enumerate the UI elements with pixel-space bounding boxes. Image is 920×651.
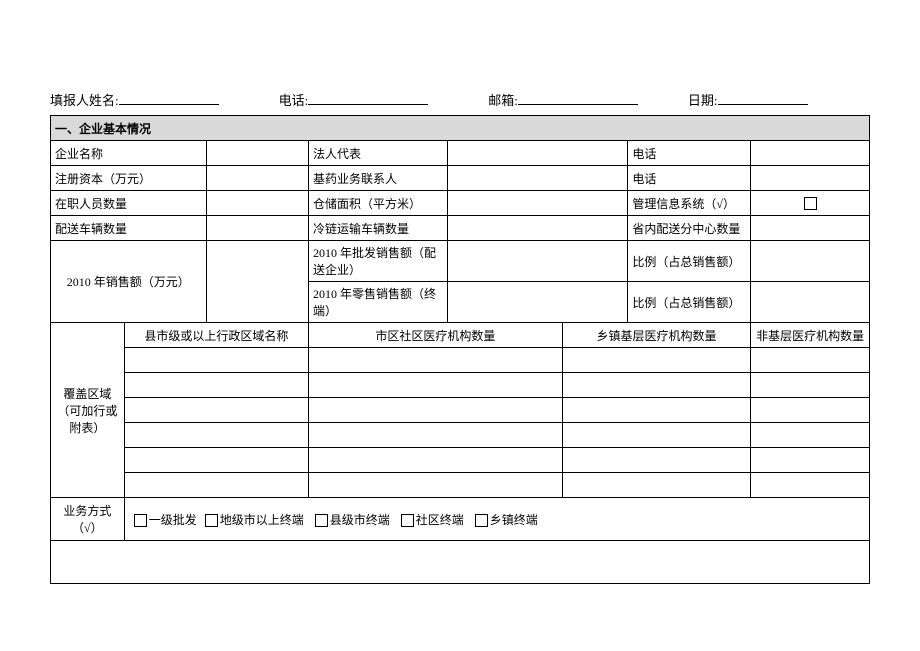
date-field[interactable]: [718, 90, 808, 105]
table-row: [51, 373, 870, 398]
checkbox-icon[interactable]: [401, 514, 414, 527]
enterprise-info-table: 一、企业基本情况 企业名称 法人代表 电话 注册资本（万元） 基药业务联系人 电…: [50, 115, 870, 584]
opt4: 社区终端: [416, 513, 464, 527]
field-legal-rep[interactable]: [448, 141, 628, 166]
label-business: 业务方式（√）: [51, 498, 125, 541]
label-centers: 省内配送分中心数量: [628, 216, 751, 241]
label-sales: 2010 年销售额（万元）: [51, 241, 207, 323]
field-vehicles[interactable]: [206, 216, 308, 241]
label-legal-rep: 法人代表: [308, 141, 447, 166]
label-mis: 管理信息系统（√）: [628, 191, 751, 216]
email-field[interactable]: [518, 90, 638, 105]
field-retail[interactable]: [448, 282, 628, 323]
field-coldchain[interactable]: [448, 216, 628, 241]
phone-label: 电话:: [279, 90, 309, 109]
field-ratio1[interactable]: [751, 241, 870, 282]
email-label: 邮箱:: [488, 90, 518, 109]
field-ratio2[interactable]: [751, 282, 870, 323]
field-contact[interactable]: [448, 166, 628, 191]
coverage-h1: 县市级或以上行政区域名称: [124, 323, 308, 348]
label-warehouse: 仓储面积（平方米）: [308, 191, 447, 216]
opt1: 一级批发: [149, 513, 197, 527]
checkbox-icon[interactable]: [134, 514, 147, 527]
field-warehouse[interactable]: [448, 191, 628, 216]
table-row: [51, 423, 870, 448]
section-title: 一、企业基本情况: [51, 116, 870, 141]
coverage-h2: 市区社区医疗机构数量: [308, 323, 562, 348]
business-options[interactable]: 一级批发 地级市以上终端 县级市终端 社区终端 乡镇终端: [124, 498, 869, 541]
label-coverage: 覆盖区域 （可加行或附表）: [51, 323, 125, 498]
label-phone2: 电话: [628, 166, 751, 191]
checkbox-icon[interactable]: [205, 514, 218, 527]
field-phone1[interactable]: [751, 141, 870, 166]
field-sales[interactable]: [206, 241, 308, 323]
table-row: [51, 348, 870, 373]
label-contact: 基药业务联系人: [308, 166, 447, 191]
date-label: 日期:: [688, 90, 718, 109]
label-reg-capital: 注册资本（万元）: [51, 166, 207, 191]
label-phone1: 电话: [628, 141, 751, 166]
label-wholesale: 2010 年批发销售额（配送企业）: [308, 241, 447, 282]
filler-name-label: 填报人姓名:: [50, 90, 119, 109]
field-staff[interactable]: [206, 191, 308, 216]
checkbox-icon[interactable]: [804, 197, 817, 210]
field-wholesale[interactable]: [448, 241, 628, 282]
opt3: 县级市终端: [330, 513, 390, 527]
label-retail: 2010 年零售销售额（终端）: [308, 282, 447, 323]
coverage-h4: 非基层医疗机构数量: [751, 323, 870, 348]
label-ratio2: 比例（占总销售额）: [628, 282, 751, 323]
field-mis[interactable]: [751, 191, 870, 216]
opt2: 地级市以上终端: [220, 513, 304, 527]
table-row: [51, 398, 870, 423]
table-row: [51, 473, 870, 498]
phone-field[interactable]: [308, 90, 428, 105]
label-ratio1: 比例（占总销售额）: [628, 241, 751, 282]
label-coldchain: 冷链运输车辆数量: [308, 216, 447, 241]
label-company-name: 企业名称: [51, 141, 207, 166]
label-staff: 在职人员数量: [51, 191, 207, 216]
field-company-name[interactable]: [206, 141, 308, 166]
form-header: 填报人姓名: 电话: 邮箱: 日期:: [50, 90, 870, 109]
checkbox-icon[interactable]: [315, 514, 328, 527]
field-phone2[interactable]: [751, 166, 870, 191]
field-centers[interactable]: [751, 216, 870, 241]
field-reg-capital[interactable]: [206, 166, 308, 191]
table-row: [51, 448, 870, 473]
coverage-h3: 乡镇基层医疗机构数量: [562, 323, 750, 348]
checkbox-icon[interactable]: [475, 514, 488, 527]
filler-name-field[interactable]: [119, 90, 219, 105]
label-vehicles: 配送车辆数量: [51, 216, 207, 241]
empty-row[interactable]: [51, 541, 870, 584]
opt5: 乡镇终端: [490, 513, 538, 527]
